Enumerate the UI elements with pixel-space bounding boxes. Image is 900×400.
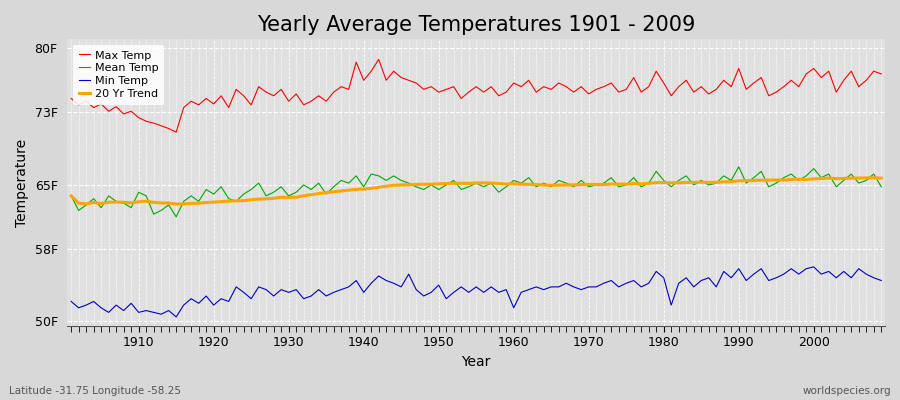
Min Temp xyxy=(808,264,819,269)
Mean Temp xyxy=(298,182,309,187)
Mean Temp xyxy=(66,194,77,198)
20 Yr Trend xyxy=(298,193,309,198)
Mean Temp xyxy=(516,181,526,186)
Min Temp xyxy=(171,314,182,319)
Min Temp xyxy=(126,301,137,306)
20 Yr Trend xyxy=(606,182,616,186)
Mean Temp xyxy=(508,178,519,183)
20 Yr Trend xyxy=(876,176,886,180)
Legend: Max Temp, Mean Temp, Min Temp, 20 Yr Trend: Max Temp, Mean Temp, Min Temp, 20 Yr Tre… xyxy=(73,45,165,105)
20 Yr Trend xyxy=(343,188,354,192)
Max Temp xyxy=(171,130,182,134)
Line: Mean Temp: Mean Temp xyxy=(71,167,881,217)
Text: Latitude -31.75 Longitude -58.25: Latitude -31.75 Longitude -58.25 xyxy=(9,386,181,396)
Min Temp xyxy=(343,284,354,289)
Line: Min Temp: Min Temp xyxy=(71,267,881,317)
20 Yr Trend xyxy=(66,194,77,198)
20 Yr Trend xyxy=(126,200,137,205)
20 Yr Trend xyxy=(516,182,526,186)
Mean Temp xyxy=(343,181,354,186)
Max Temp xyxy=(374,57,384,62)
Min Temp xyxy=(606,278,616,283)
X-axis label: Year: Year xyxy=(462,355,490,369)
Mean Temp xyxy=(126,205,137,210)
Max Temp xyxy=(516,84,526,89)
Mean Temp xyxy=(734,164,744,169)
Line: Max Temp: Max Temp xyxy=(71,59,881,132)
Title: Yearly Average Temperatures 1901 - 2009: Yearly Average Temperatures 1901 - 2009 xyxy=(257,15,696,35)
Min Temp xyxy=(516,290,526,295)
Min Temp xyxy=(508,306,519,310)
Text: worldspecies.org: worldspecies.org xyxy=(803,386,891,396)
Min Temp xyxy=(298,296,309,301)
20 Yr Trend xyxy=(868,176,879,180)
Max Temp xyxy=(343,87,354,92)
Min Temp xyxy=(66,299,77,304)
Min Temp xyxy=(876,278,886,283)
Max Temp xyxy=(66,96,77,101)
Max Temp xyxy=(298,102,309,107)
20 Yr Trend xyxy=(508,181,519,186)
Max Temp xyxy=(613,90,624,94)
Line: 20 Yr Trend: 20 Yr Trend xyxy=(71,178,881,204)
Mean Temp xyxy=(171,214,182,219)
20 Yr Trend xyxy=(171,202,182,206)
Mean Temp xyxy=(606,175,616,180)
Max Temp xyxy=(523,78,534,83)
Max Temp xyxy=(876,72,886,76)
Mean Temp xyxy=(876,184,886,189)
Y-axis label: Temperature: Temperature xyxy=(15,139,29,227)
Max Temp xyxy=(126,109,137,114)
